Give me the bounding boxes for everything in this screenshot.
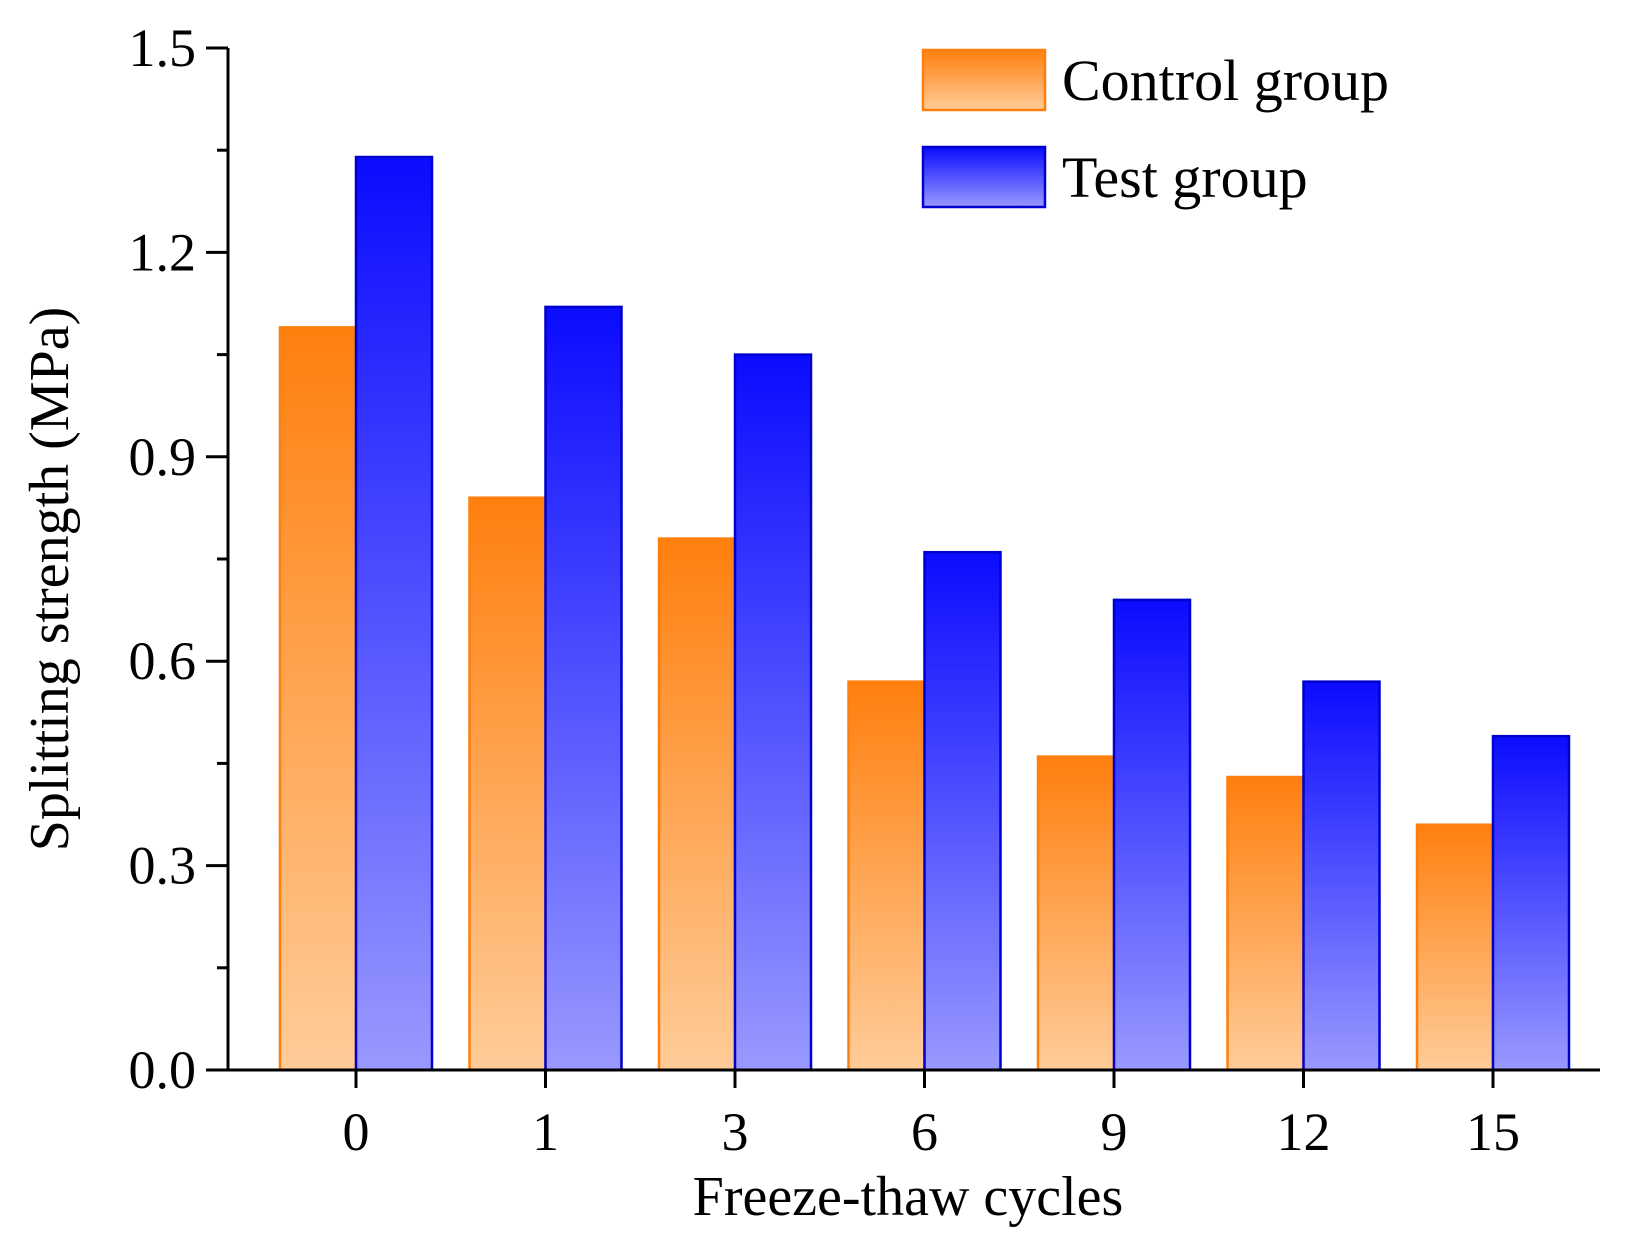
- y-tick-label: 1.5: [129, 18, 197, 78]
- y-tick-label: 0.0: [129, 1040, 197, 1100]
- bar-test-1: [544, 305, 623, 1072]
- bar-control-1: [468, 496, 547, 1072]
- bars-layer: [278, 155, 1571, 1072]
- x-tick-label: 1: [532, 1102, 559, 1162]
- y-axis-title: Splitting strength (MPa): [19, 307, 81, 851]
- x-tick-label: 3: [722, 1102, 749, 1162]
- y-tick-label: 0.3: [129, 836, 197, 896]
- x-tick-label: 15: [1466, 1102, 1520, 1162]
- bar-test-0: [354, 155, 434, 1072]
- bar-control-6: [847, 680, 926, 1072]
- legend: Control group Test group: [921, 48, 1389, 210]
- x-tick-label: 0: [343, 1102, 370, 1162]
- bar-control-15: [1415, 823, 1495, 1072]
- y-tick-label: 0.6: [129, 631, 197, 691]
- bar-control-9: [1036, 755, 1116, 1072]
- x-tick-label: 6: [911, 1102, 938, 1162]
- bar-control-3: [657, 537, 737, 1072]
- legend-swatch-control: [921, 48, 1047, 112]
- x-tick-label: 12: [1277, 1102, 1331, 1162]
- bar-test-15: [1491, 734, 1571, 1072]
- y-tick-label: 1.2: [129, 222, 197, 282]
- legend-swatch-test: [921, 145, 1047, 209]
- x-axis-title: Freeze-thaw cycles: [693, 1166, 1124, 1228]
- bar-test-6: [923, 550, 1002, 1072]
- legend-label-test: Test group: [1062, 145, 1308, 210]
- bar-test-9: [1112, 598, 1192, 1072]
- y-ticks: 0.0 0.3 0.6 0.9 1.2 1.5: [129, 18, 228, 1100]
- bar-test-12: [1302, 680, 1381, 1072]
- legend-label-control: Control group: [1062, 48, 1389, 113]
- bar-test-3: [733, 353, 813, 1072]
- bar-control-0: [278, 326, 358, 1072]
- x-tick-label: 9: [1101, 1102, 1128, 1162]
- x-ticks: 0 1 3 6 9 12 15: [343, 1070, 1520, 1162]
- bar-control-12: [1226, 775, 1305, 1072]
- y-tick-label: 0.9: [129, 427, 197, 487]
